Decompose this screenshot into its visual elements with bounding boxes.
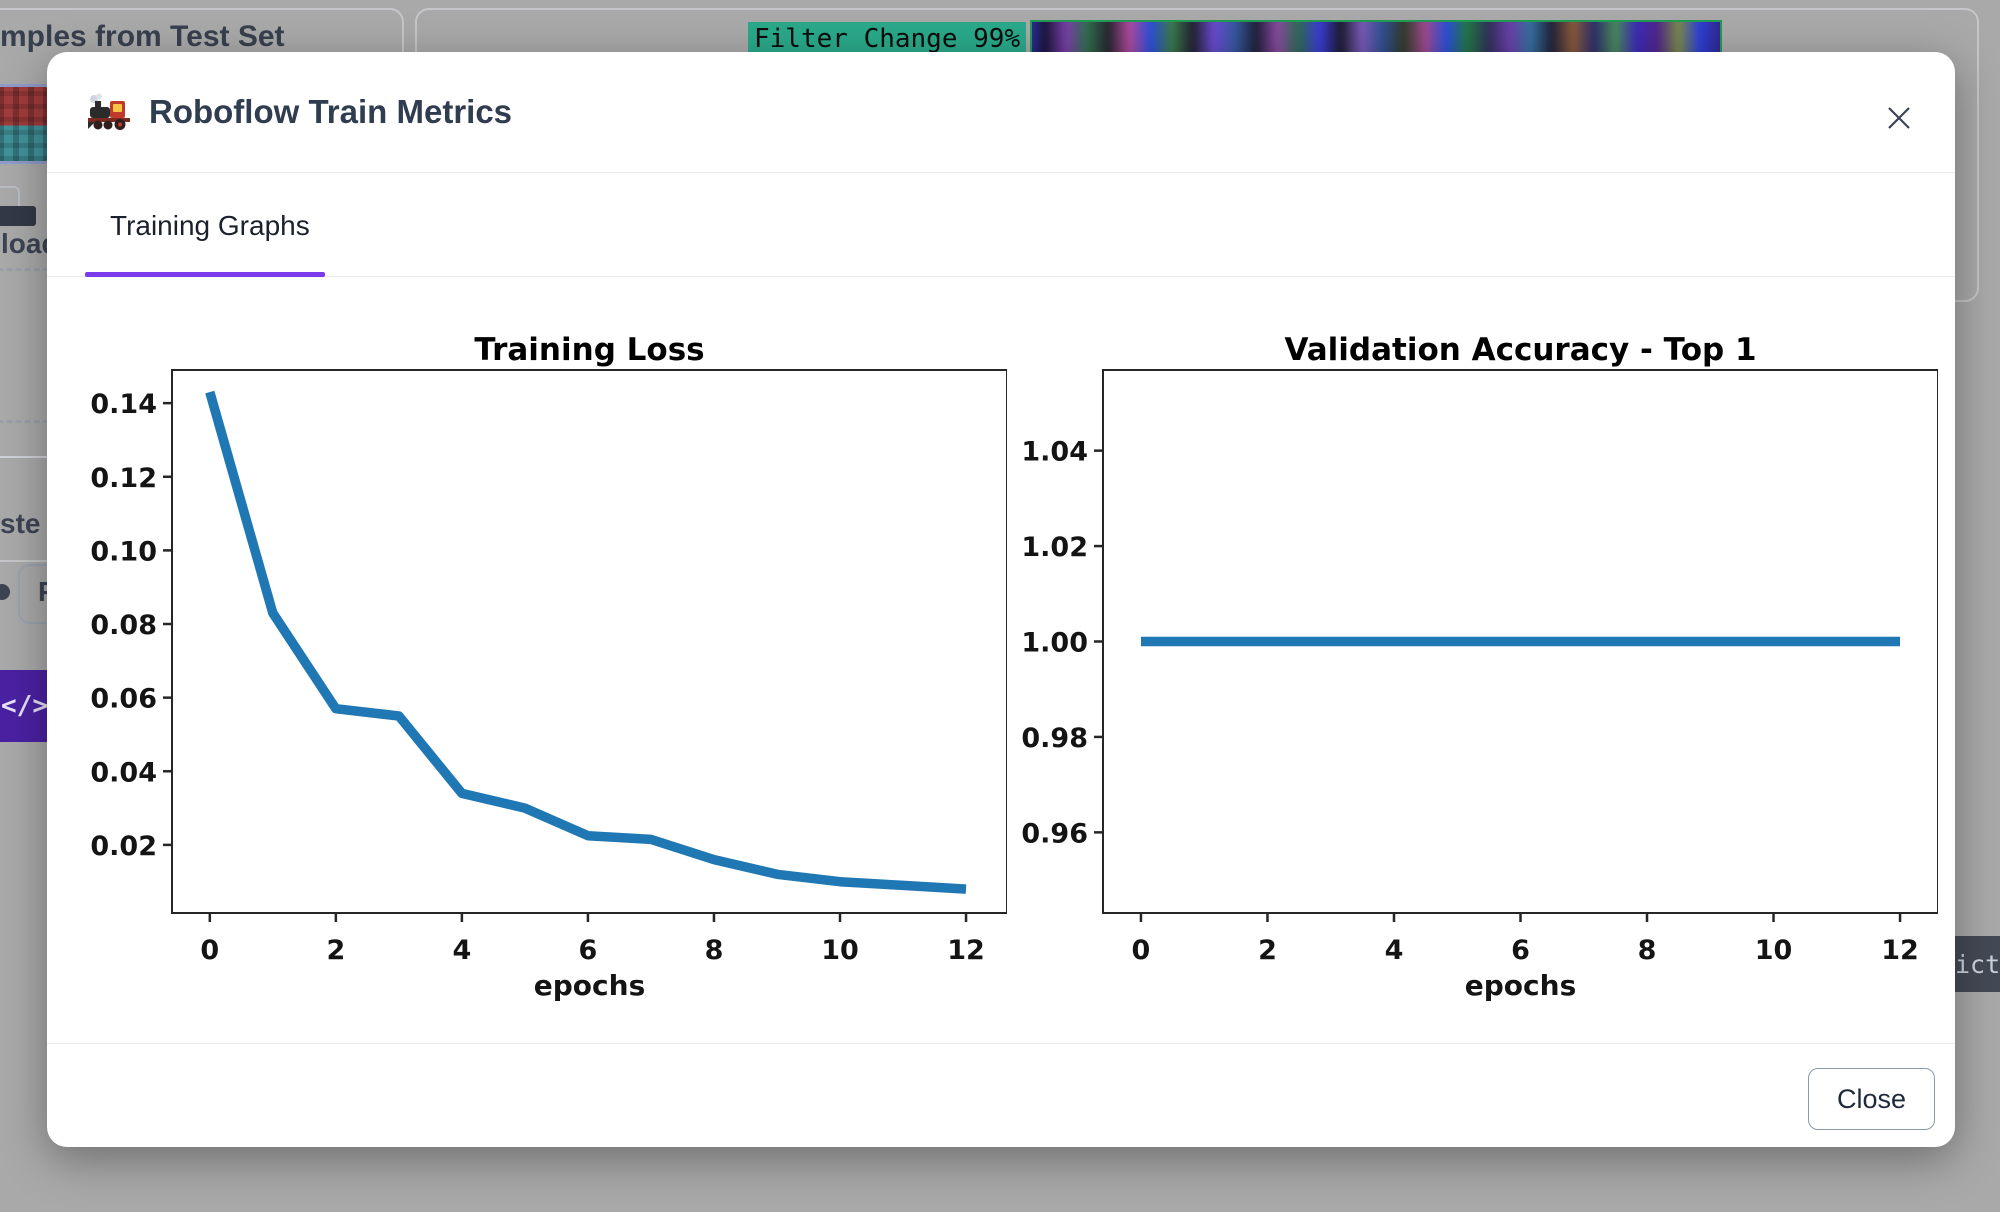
- close-x-button[interactable]: [1877, 96, 1921, 140]
- y-tick-label: 0.98: [1021, 723, 1088, 754]
- modal-header: Roboflow Train Metrics: [47, 52, 1955, 173]
- test-set-card-title: mples from Test Set: [0, 20, 285, 53]
- x-tick-label: 12: [947, 935, 985, 966]
- modal-title: Roboflow Train Metrics: [149, 93, 513, 130]
- test-image-thumbnail[interactable]: [0, 84, 56, 164]
- x-tick-label: 6: [579, 935, 598, 966]
- training-loss-chart: 0 2 4 6 8 10 12 0.02 0.04 0.06 0.08 0.10 0.12 0.14 Tra…: [90, 332, 1007, 1002]
- x-tick-label: 2: [326, 935, 345, 966]
- active-tab-underline: [85, 272, 325, 277]
- y-tick-label: 0.08: [90, 610, 157, 641]
- x-axis-label: epochs: [1465, 969, 1576, 1002]
- train-metrics-modal: Roboflow Train Metrics Training Graphs 0…: [47, 52, 1955, 1147]
- y-tick-label: 1.00: [1021, 628, 1088, 659]
- dark-badge: [0, 206, 36, 226]
- x-tick-label: 0: [200, 935, 219, 966]
- chart-title: Validation Accuracy - Top 1: [1284, 332, 1756, 368]
- y-tick-label: 0.12: [90, 463, 157, 494]
- x-tick-label: 4: [1385, 935, 1404, 966]
- paste-text: ste l: [0, 508, 57, 539]
- code-snippet-button[interactable]: </>: [0, 670, 56, 742]
- x-icon: [1888, 107, 1910, 129]
- y-tick-label: 1.02: [1021, 532, 1088, 563]
- x-tick-label: 6: [1511, 935, 1530, 966]
- x-tick-label: 0: [1132, 935, 1151, 966]
- y-tick-label: 0.10: [90, 536, 157, 567]
- x-tick-label: 4: [452, 935, 471, 966]
- noise-texture: [1032, 22, 1720, 56]
- tabbar-divider: [47, 276, 1955, 277]
- section-divider: [0, 456, 58, 458]
- tab-training-graphs[interactable]: Training Graphs: [110, 210, 310, 241]
- steam-locomotive-icon: [88, 93, 130, 130]
- dropzone-dash-top: [0, 268, 58, 271]
- filter-change-chip: Filter Change 99%: [748, 22, 1027, 56]
- y-tick-label: 0.04: [90, 757, 157, 788]
- data-line: [205, 390, 967, 894]
- x-axis-label: epochs: [534, 969, 645, 1002]
- predicted-text: icte: [1955, 949, 2000, 979]
- code-icon: </>: [1, 691, 48, 721]
- axes-frame: [171, 369, 1007, 914]
- x-tick-label: 8: [1638, 935, 1657, 966]
- y-tick-label: 0.96: [1021, 818, 1088, 849]
- y-tick-label: 1.04: [1021, 437, 1088, 468]
- x-tick-label: 10: [1755, 935, 1793, 966]
- x-tick-label: 8: [705, 935, 724, 966]
- x-tick-label: 10: [821, 935, 859, 966]
- bullet-dot: [0, 584, 10, 600]
- close-button[interactable]: Close: [1808, 1068, 1935, 1130]
- dropzone-dash-bottom: [0, 420, 58, 423]
- x-tick-label: 2: [1258, 935, 1277, 966]
- validation-accuracy-chart: 0 2 4 6 8 10 12 0.96 0.98 1.00 1.02 1.04 Validation …: [1021, 332, 1938, 1002]
- y-tick-label: 0.02: [90, 831, 157, 862]
- predicted-label-box: icte: [1953, 936, 2000, 992]
- y-tick-label: 0.06: [90, 684, 157, 715]
- footer-divider: [47, 1043, 1955, 1044]
- x-tick-label: 12: [1881, 935, 1919, 966]
- y-tick-label: 0.14: [90, 389, 157, 420]
- chart-title: Training Loss: [474, 332, 704, 368]
